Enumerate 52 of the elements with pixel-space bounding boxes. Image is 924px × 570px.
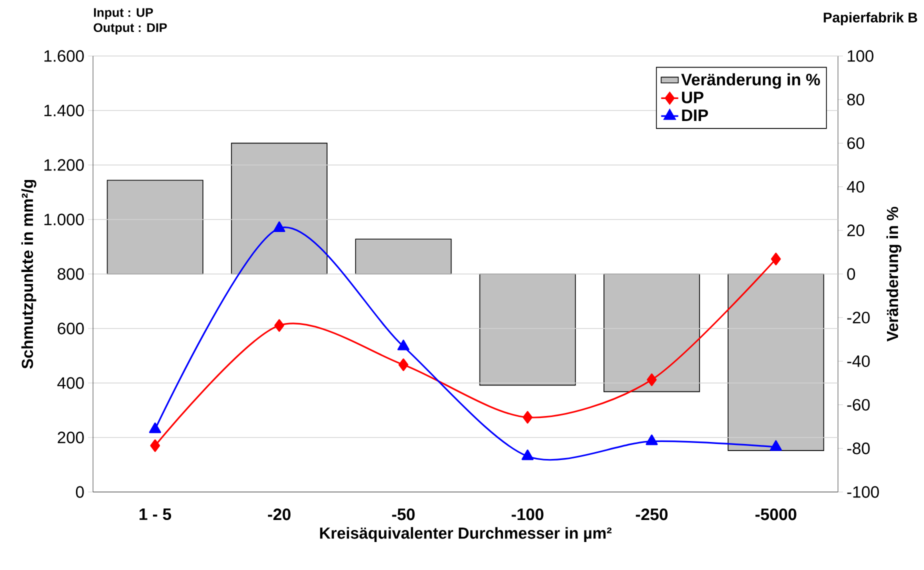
y-axis-title: Schmutzpunkte in mm²/g — [21, 180, 36, 369]
point — [770, 252, 781, 266]
y2-tick-label: -80 — [847, 442, 870, 454]
y-tick-label: 0 — [76, 486, 84, 498]
y2-axis-title: Veränderung in % — [886, 206, 902, 342]
bar — [479, 274, 576, 386]
bar — [604, 274, 700, 392]
y2-tick-label: 80 — [847, 94, 864, 106]
x-tick-label: 1 - 5 — [140, 508, 172, 520]
text: Input : UP — [94, 8, 153, 20]
y-tick-label: 200 — [58, 432, 84, 444]
y2-tick-label: 0 — [847, 268, 856, 280]
point — [149, 422, 162, 434]
point — [646, 434, 658, 446]
x-tick-label: -5000 — [755, 508, 796, 520]
point — [150, 439, 160, 452]
point — [770, 440, 782, 451]
point — [274, 319, 284, 332]
bar — [106, 180, 204, 274]
y-tick-label: 400 — [57, 377, 84, 389]
y2-tick-label: -60 — [847, 398, 870, 411]
x-tick-label: -100 — [512, 508, 544, 520]
y2-tick-label: -100 — [847, 486, 879, 498]
y-tick-label: 800 — [58, 268, 84, 280]
y2-tick-label: 40 — [846, 180, 864, 193]
text: Papierfabrik B — [824, 12, 918, 26]
point — [522, 411, 533, 424]
point — [522, 449, 534, 460]
y-tick-label: 1.400 — [44, 104, 84, 116]
point — [397, 340, 410, 350]
y2-tick-label: 20 — [847, 224, 864, 236]
bar — [355, 238, 452, 274]
y2-tick-label: -40 — [847, 355, 870, 368]
y2-tick-label: -20 — [847, 312, 870, 324]
y-tick-label: 1.000 — [44, 214, 84, 226]
bar — [728, 274, 824, 451]
legend-label: Veränderung in % — [681, 73, 820, 89]
text: Output : DIP — [94, 23, 167, 35]
legend-label: UP — [682, 92, 704, 104]
y-tick-label: 1.200 — [44, 159, 84, 171]
legend-label: DIP — [682, 110, 708, 121]
y2-tick-label: 60 — [847, 137, 864, 150]
x-tick-label: -20 — [268, 508, 290, 520]
y-tick-label: 600 — [58, 322, 84, 334]
x-axis-title: Kreisäquivalenter Durchmesser in µm² — [320, 527, 612, 542]
y2-tick-label: 100 — [848, 50, 874, 62]
point — [398, 358, 408, 372]
x-tick-label: -50 — [392, 508, 415, 520]
point — [646, 373, 657, 386]
x-tick-label: -250 — [636, 508, 668, 520]
bar — [231, 142, 328, 274]
y-tick-label: 1.600 — [44, 50, 84, 62]
